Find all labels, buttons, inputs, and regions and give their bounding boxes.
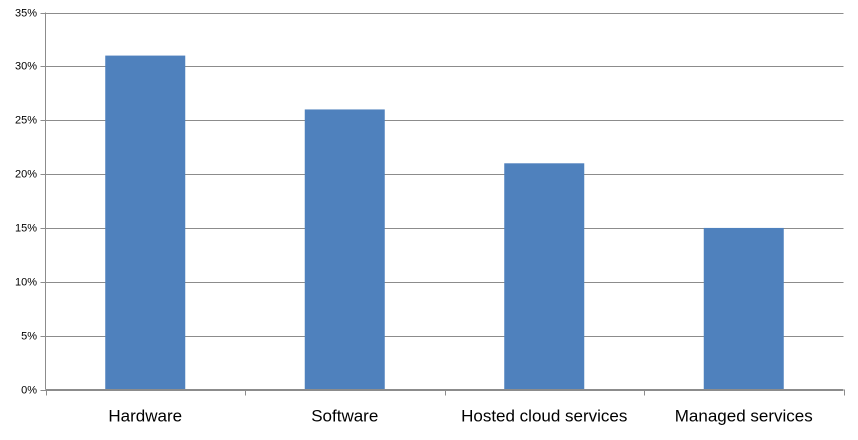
x-tick-label: Hosted cloud services (461, 406, 627, 425)
bar (703, 227, 784, 390)
x-tick-label: Hardware (108, 406, 182, 425)
y-tick-label: 5% (21, 330, 37, 342)
bar (304, 109, 385, 390)
y-tick-label: 0% (21, 384, 37, 396)
y-tick-label: 25% (15, 114, 37, 126)
y-tick-label: 15% (15, 222, 37, 234)
bar (504, 163, 585, 390)
y-tick-label: 20% (15, 168, 37, 180)
y-tick-label: 30% (15, 60, 37, 72)
bar (105, 55, 186, 390)
x-tick-label: Managed services (675, 406, 813, 425)
y-tick-label: 35% (15, 7, 37, 19)
x-tick-label: Software (311, 406, 378, 425)
y-tick-label: 10% (15, 276, 37, 288)
